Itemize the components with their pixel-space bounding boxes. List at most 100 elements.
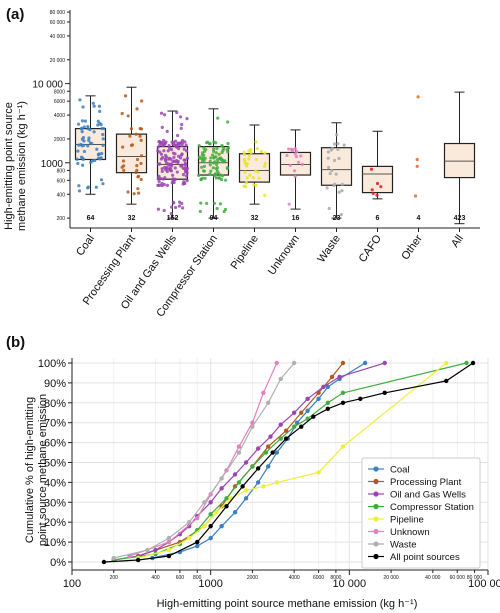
panel-a-minor-tick-label: 6000 bbox=[54, 99, 65, 105]
box-group-cafo bbox=[361, 130, 394, 200]
data-point bbox=[208, 172, 212, 176]
panel-a-minor-tick-label: 80 000 bbox=[50, 10, 66, 16]
series-point bbox=[278, 376, 283, 382]
series-point bbox=[263, 450, 269, 455]
data-point bbox=[183, 163, 187, 167]
data-point bbox=[326, 165, 331, 170]
data-point bbox=[178, 156, 183, 160]
data-point bbox=[247, 154, 252, 158]
series-point bbox=[219, 504, 224, 509]
legend-label: Waste bbox=[390, 540, 417, 551]
box-group-all bbox=[443, 91, 476, 225]
data-point bbox=[139, 177, 143, 182]
data-point bbox=[91, 159, 95, 163]
box-group-waste bbox=[320, 122, 353, 219]
data-point bbox=[375, 193, 379, 197]
series-line bbox=[138, 362, 344, 557]
panel-b-x-minor-tick-label: 80 000 bbox=[467, 575, 483, 581]
series-point bbox=[255, 446, 261, 451]
data-point bbox=[205, 201, 209, 206]
data-point bbox=[77, 184, 81, 188]
data-point bbox=[91, 101, 95, 105]
series-point bbox=[268, 434, 273, 439]
series-point bbox=[382, 360, 387, 366]
series-point bbox=[232, 472, 238, 477]
panel-b-x-minor-tick-label: 40 000 bbox=[425, 575, 441, 581]
category-label: Other bbox=[399, 233, 425, 263]
data-point bbox=[337, 190, 341, 194]
data-point bbox=[181, 206, 185, 210]
data-point bbox=[166, 149, 170, 153]
data-point bbox=[245, 164, 249, 168]
panel-a-minor-tick-label: 200 bbox=[57, 216, 66, 222]
data-point bbox=[214, 176, 218, 180]
data-point bbox=[215, 146, 219, 151]
data-point bbox=[202, 164, 207, 169]
data-point bbox=[219, 157, 223, 162]
data-point bbox=[197, 144, 201, 148]
data-point bbox=[185, 167, 189, 171]
data-point bbox=[120, 165, 124, 169]
data-point bbox=[255, 147, 259, 151]
data-point bbox=[158, 150, 162, 154]
data-point bbox=[226, 120, 230, 124]
data-point bbox=[211, 166, 215, 170]
series-point bbox=[208, 512, 213, 517]
data-point bbox=[163, 158, 168, 163]
box-group-unknown bbox=[279, 129, 312, 210]
data-point bbox=[176, 133, 180, 138]
panel-a-minor-tick-label: 4000 bbox=[54, 113, 65, 119]
data-point bbox=[254, 183, 258, 188]
data-point bbox=[98, 109, 102, 113]
series-point bbox=[283, 436, 289, 441]
data-point bbox=[292, 169, 297, 173]
data-point bbox=[299, 154, 303, 158]
data-point bbox=[294, 154, 298, 159]
series-point bbox=[329, 374, 335, 380]
panel-a-minor-tick-label: 800 bbox=[57, 168, 66, 174]
data-point bbox=[162, 208, 166, 213]
data-point bbox=[337, 156, 341, 161]
panel-b-x-minor-tick-label: 800 bbox=[193, 575, 202, 581]
category-label: Pipeline bbox=[229, 233, 261, 272]
data-point bbox=[212, 201, 217, 205]
data-point bbox=[80, 126, 84, 130]
series-point bbox=[145, 547, 150, 553]
data-point bbox=[212, 149, 216, 153]
series-point bbox=[464, 360, 469, 366]
data-point bbox=[168, 146, 172, 150]
data-point bbox=[158, 140, 162, 144]
data-point bbox=[80, 119, 85, 123]
data-point bbox=[173, 160, 177, 164]
data-point bbox=[102, 126, 106, 131]
panel-a-major-tick-label: 10 000 bbox=[32, 80, 63, 91]
data-point bbox=[216, 116, 220, 120]
data-point bbox=[176, 141, 180, 145]
data-point bbox=[136, 175, 140, 179]
data-point bbox=[248, 173, 252, 177]
data-point bbox=[160, 125, 164, 130]
data-point bbox=[156, 176, 161, 180]
panel-b-y-tick-label: 0% bbox=[50, 557, 66, 569]
legend-label: Oil and Gas Wells bbox=[390, 490, 466, 501]
data-point bbox=[257, 176, 261, 180]
data-point bbox=[184, 149, 189, 153]
panel-b-x-minor-tick-label: 8000 bbox=[330, 575, 341, 581]
data-point bbox=[262, 164, 267, 169]
data-point bbox=[243, 170, 247, 174]
series-point bbox=[208, 500, 213, 505]
legend-swatch-marker bbox=[373, 553, 379, 560]
series-point bbox=[305, 396, 310, 402]
data-point bbox=[101, 182, 105, 186]
data-point bbox=[132, 192, 136, 196]
data-point bbox=[157, 162, 161, 166]
data-point bbox=[165, 129, 169, 133]
data-point bbox=[185, 156, 190, 160]
panel-b-y-tick-label: 100% bbox=[38, 358, 66, 370]
series-point bbox=[224, 496, 229, 501]
data-point bbox=[335, 133, 339, 137]
data-point bbox=[163, 153, 168, 157]
series-point bbox=[291, 360, 297, 366]
panel-a-ylabel-line1: High-emitting point source bbox=[3, 102, 15, 230]
data-point bbox=[179, 126, 183, 130]
